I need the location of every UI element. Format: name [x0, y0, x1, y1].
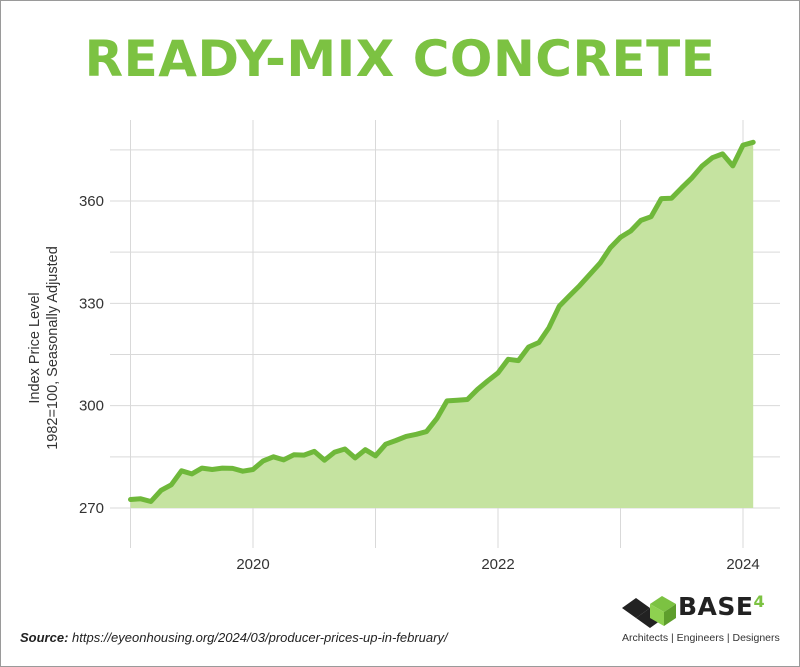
y-axis-label-line1: Index Price Level [27, 292, 43, 404]
x-tick-label: 2024 [726, 556, 759, 573]
y-axis-label: Index Price Level 1982=100, Seasonally A… [26, 246, 62, 450]
logo-tagline: Architects | Engineers | Designers [622, 632, 780, 644]
x-tick-label: 2022 [481, 556, 514, 573]
chart-title: READY-MIX CONCRETE [84, 30, 716, 88]
source-label: Source: [20, 630, 69, 645]
source-note: Source: https://eyeonhousing.org/2024/03… [20, 630, 448, 645]
base4-logo: BASE4 Architects | Engineers | Designers [620, 590, 785, 650]
series-line [128, 139, 756, 504]
logo-brand-number: 4 [753, 592, 766, 611]
source-url[interactable]: https://eyeonhousing.org/2024/03/produce… [72, 630, 448, 645]
y-tick-label: 270 [79, 500, 104, 517]
area-fill [130, 142, 754, 509]
x-tick-label: 2020 [236, 556, 269, 573]
cube-logo-icon [622, 596, 676, 628]
y-axis-label-line2: 1982=100, Seasonally Adjusted [45, 246, 61, 450]
y-tick-label: 360 [79, 193, 104, 210]
y-tick-label: 300 [79, 398, 104, 415]
logo-brand: BASE [678, 592, 754, 621]
logo-wordmark: BASE4 [678, 592, 765, 621]
y-tick-label: 330 [79, 295, 104, 312]
